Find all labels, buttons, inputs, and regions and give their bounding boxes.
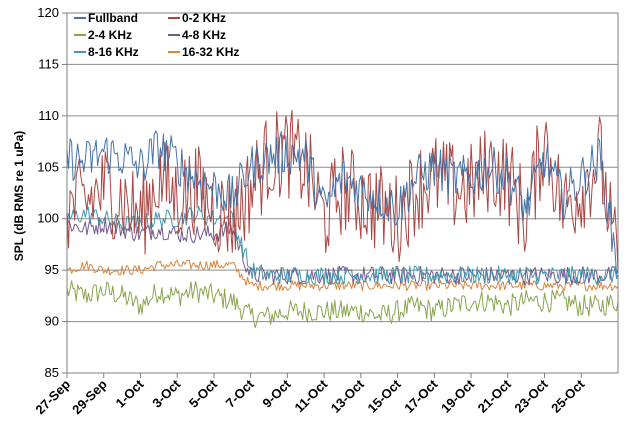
y-tick-label: 90 (45, 314, 59, 329)
y-axis: 85 90 95 100 105 110 115 120 (37, 5, 67, 380)
legend-label: 4-8 KHz (182, 28, 226, 42)
series-line-8-16-khz (66, 205, 619, 285)
legend: Fullband 0-2 KHz 2-4 KHz 4-8 KHz 8-16 KHz 16-… (74, 11, 239, 59)
y-tick-label: 115 (38, 56, 59, 71)
plot-area (66, 12, 619, 374)
y-tick-label: 105 (37, 159, 59, 174)
y-tick-label: 100 (37, 211, 59, 226)
y-axis-title: SPL (dB RMS re 1 uPa) (12, 131, 26, 261)
y-tick-label: 95 (45, 262, 59, 277)
legend-label: 2-4 KHz (88, 28, 132, 42)
legend-label: Fullband (88, 11, 138, 25)
series-line-4-8-khz (66, 216, 619, 285)
series-line-0-2-khz (66, 109, 619, 271)
legend-label: 8-16 KHz (88, 45, 139, 59)
y-tick-label: 110 (38, 108, 59, 123)
y-tick-label: 85 (45, 365, 59, 380)
legend-label: 0-2 KHz (182, 11, 226, 25)
series-line-2-4-khz (66, 280, 619, 329)
y-tick-label: 120 (37, 5, 59, 20)
series-line-fullband (66, 130, 619, 275)
series-layer (66, 109, 619, 329)
series-line-16-32-khz (66, 259, 619, 292)
legend-label: 16-32 KHz (182, 45, 239, 59)
